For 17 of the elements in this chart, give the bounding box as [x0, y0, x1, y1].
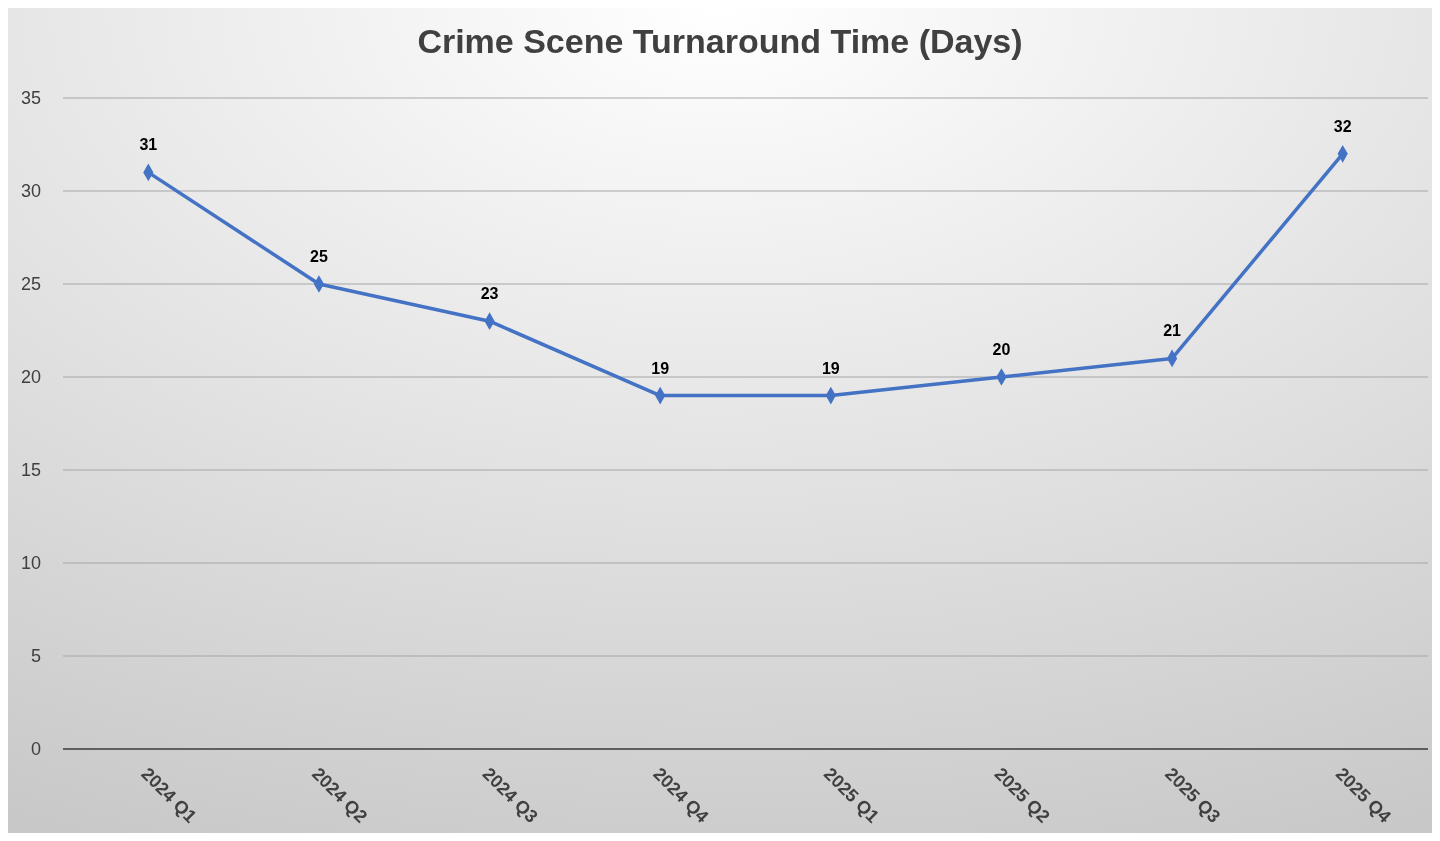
data-label: 20 [992, 341, 1011, 358]
data-label: 19 [651, 359, 670, 377]
data-label: 23 [480, 285, 499, 303]
data-label: 31 [139, 136, 158, 154]
data-label: 32 [1333, 117, 1352, 135]
y-tick-label: 0 [30, 739, 41, 759]
y-tick-label: 10 [20, 553, 41, 573]
data-label: 19 [821, 359, 840, 377]
y-tick-label: 30 [20, 181, 41, 201]
y-tick-label: 15 [20, 460, 41, 480]
data-label: 21 [1163, 322, 1182, 340]
y-tick-label: 25 [20, 274, 41, 294]
chart-title: Crime Scene Turnaround Time (Days) [417, 22, 1023, 60]
y-tick-label: 35 [20, 88, 41, 108]
data-label: 25 [310, 248, 328, 265]
y-tick-label: 20 [20, 367, 41, 387]
y-tick-label: 5 [30, 646, 41, 666]
